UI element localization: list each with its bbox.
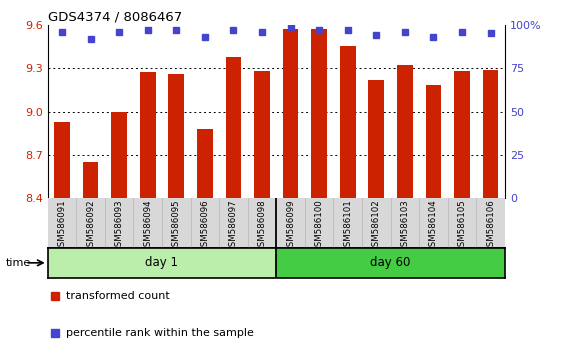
Text: GDS4374 / 8086467: GDS4374 / 8086467 xyxy=(48,11,182,24)
Text: transformed count: transformed count xyxy=(66,291,170,301)
Bar xyxy=(397,65,413,198)
Text: GSM586106: GSM586106 xyxy=(486,200,495,252)
Text: GSM586092: GSM586092 xyxy=(86,200,95,252)
Bar xyxy=(311,29,327,198)
Bar xyxy=(454,71,470,198)
Bar xyxy=(369,80,384,198)
Bar xyxy=(483,70,499,198)
Text: GSM586093: GSM586093 xyxy=(114,200,123,252)
Text: GSM586101: GSM586101 xyxy=(343,200,352,252)
Bar xyxy=(54,122,70,198)
Bar xyxy=(197,129,213,198)
Bar xyxy=(111,112,127,198)
Bar xyxy=(168,74,184,198)
Text: GSM586103: GSM586103 xyxy=(401,200,410,252)
Bar xyxy=(140,73,155,198)
Text: GSM586100: GSM586100 xyxy=(315,200,324,252)
Text: percentile rank within the sample: percentile rank within the sample xyxy=(66,327,254,337)
Text: GSM586104: GSM586104 xyxy=(429,200,438,252)
Text: day 1: day 1 xyxy=(145,256,178,269)
Bar xyxy=(426,85,442,198)
Text: GSM586102: GSM586102 xyxy=(372,200,381,252)
Text: GSM586094: GSM586094 xyxy=(143,200,152,252)
Text: GSM586096: GSM586096 xyxy=(200,200,209,252)
Bar xyxy=(283,29,298,198)
Text: GSM586091: GSM586091 xyxy=(57,200,66,252)
Text: GSM586095: GSM586095 xyxy=(172,200,181,252)
Text: GSM586099: GSM586099 xyxy=(286,200,295,252)
Text: GSM586105: GSM586105 xyxy=(458,200,467,252)
Text: GSM586098: GSM586098 xyxy=(257,200,266,252)
Text: GSM586097: GSM586097 xyxy=(229,200,238,252)
Bar xyxy=(340,46,356,198)
Bar xyxy=(82,162,98,198)
Text: day 60: day 60 xyxy=(370,256,411,269)
Bar xyxy=(254,71,270,198)
Bar xyxy=(226,57,241,198)
Bar xyxy=(276,248,505,278)
Text: time: time xyxy=(6,258,31,268)
